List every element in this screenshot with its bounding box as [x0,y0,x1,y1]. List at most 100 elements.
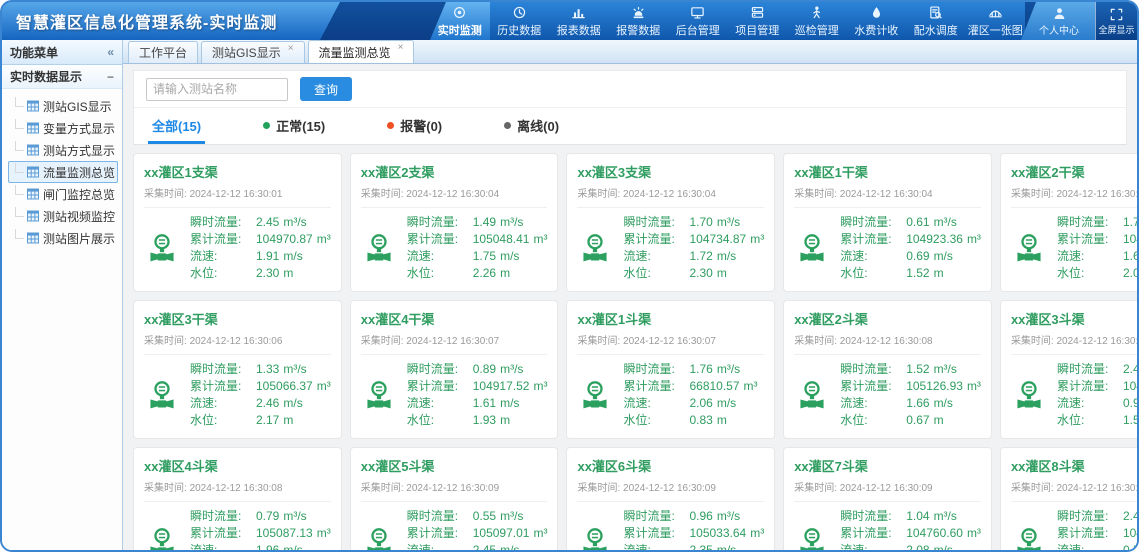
divider [1010,207,1137,208]
station-card[interactable]: xx灌区2斗渠 采集时间: 2024-12-12 16:30:08 瞬时流量: 1… [783,300,992,439]
metric-level: 水位: 0.83 m [623,413,727,427]
nav-item-patrol[interactable]: 巡检管理 [787,2,847,40]
metric-flow: 瞬时流量:2.47m³/s [1056,509,1137,523]
bar-chart-icon [571,5,586,20]
station-card[interactable]: xx灌区2支渠 采集时间: 2024-12-12 16:30:04 瞬时流量: 1… [349,153,559,292]
sidebar-menu-item-3[interactable]: 流量监测总览 [8,161,118,183]
station-card[interactable]: xx灌区3斗渠 采集时间: 2024-12-12 16:30:08 瞬时流量:2… [999,300,1137,439]
metric-total: 累计流量: 104917.52 m³ [406,379,548,393]
tree-connector [15,118,24,129]
water-drop-icon [869,5,884,20]
station-name: xx灌区3支渠 [577,165,652,180]
metric-total: 累计流量: 66810.57 m³ [623,379,758,393]
flow-meter-icon [363,232,395,264]
nav-item-map[interactable]: 灌区一张图 [966,2,1026,40]
status-filter[interactable]: 正常(15) [259,116,329,144]
user-center-button[interactable]: 个人中心 [1021,2,1097,40]
content-tab[interactable]: 流量监测总览 × [307,40,415,63]
metric-total: 累计流量: 105097.01 m³ [406,526,548,540]
flow-meter-icon [796,526,828,550]
nav-item-alarm[interactable]: 报警数据 [609,2,669,40]
metric-speed: 流速: 2.35 m/s [623,543,737,550]
metric-flow: 瞬时流量: 1.52 m³/s [840,362,957,376]
station-card[interactable]: xx灌区5斗渠 采集时间: 2024-12-12 16:30:09 瞬时流量: 0… [349,447,559,550]
metric-speed: 流速: 1.91 m/s [190,249,303,263]
station-card[interactable]: xx灌区3干渠 采集时间: 2024-12-12 16:30:06 瞬时流量: 1… [133,300,342,439]
sidebar-section-label: 实时数据显示 [10,70,83,84]
top-nav: 实时监测 历史数据 报表数据 报警数据 后台管理 项目管理 巡检管理 水费计收 … [430,2,1025,40]
metric-speed: 流速: 1.72 m/s [623,249,737,263]
metric-flow: 瞬时流量: 0.61 m³/s [840,215,957,229]
metric-total: 累计流量:104930.24m³ [1056,232,1137,246]
search-row: 查询 [134,71,1126,108]
sidebar-menu-item-1[interactable]: 变量方式显示 [8,117,118,139]
divider [794,501,981,502]
nav-item-server[interactable]: 项目管理 [728,2,788,40]
collect-time: 采集时间: 2024-12-12 16:30:04 [794,189,933,200]
flow-meter-icon [146,526,178,550]
divider [144,354,331,355]
close-icon[interactable]: × [287,42,294,54]
minus-icon[interactable]: − [106,69,114,84]
station-card[interactable]: xx灌区4斗渠 采集时间: 2024-12-12 16:30:08 瞬时流量: 0… [133,447,342,550]
status-filter[interactable]: 离线(0) [500,116,563,144]
metric-level: 水位:1.55m [1056,413,1137,427]
divider [577,354,765,355]
fullscreen-button[interactable]: 全屏显示 [1095,2,1137,40]
nav-item-bar-chart[interactable]: 报表数据 [549,2,609,40]
metric-total: 累计流量: 105126.93 m³ [840,379,981,393]
divider [360,354,548,355]
content-tab[interactable]: 工作平台 [128,41,199,63]
station-card[interactable]: xx灌区2干渠 采集时间: 2024-12-12 16:30:05 瞬时流量:1… [999,153,1137,292]
content-tab[interactable]: 测站GIS显示 × [201,41,305,63]
search-button[interactable]: 查询 [300,77,352,101]
station-metrics: 瞬时流量: 0.96 m³/s 累计流量: 105033.64 m³ 流速: 2.35 m/… [577,508,764,550]
sidebar-menu: 测站GIS显示 变量方式显示 测站方式显示 流量监测总览 闸门监控总览 测站视频… [2,89,122,249]
divider [360,501,548,502]
tree-connector [15,140,24,151]
station-metrics: 瞬时流量: 1.76 m³/s 累计流量: 66810.57 m³ 流速: 2.06 m/s… [577,361,764,429]
close-icon[interactable]: × [397,42,404,53]
nav-item-clock[interactable]: 历史数据 [490,2,550,40]
station-card[interactable]: xx灌区1干渠 采集时间: 2024-12-12 16:30:04 瞬时流量: 0… [783,153,992,292]
station-card[interactable]: xx灌区8斗渠 采集时间: 2024-12-12 16:30:10 瞬时流量:2… [999,447,1137,550]
fullscreen-icon [1109,7,1124,22]
station-card[interactable]: xx灌区4干渠 采集时间: 2024-12-12 16:30:07 瞬时流量: 0… [349,300,559,439]
metric-total: 累计流量: 105066.37 m³ [190,379,331,393]
nav-item-location[interactable]: 实时监测 [430,2,490,40]
metric-flow: 瞬时流量:1.78m³/s [1056,215,1137,229]
sidebar-menu-item-6[interactable]: 测站图片展示 [8,227,118,249]
sidebar-menu-item-0[interactable]: 测站GIS显示 [8,95,118,117]
nav-item-monitor[interactable]: 后台管理 [668,2,728,40]
tree-connector [15,228,24,239]
status-filter[interactable]: 报警(0) [383,116,446,144]
clock-icon [512,5,527,20]
metric-speed: 流速: 2.45 m/s [406,543,520,550]
station-card[interactable]: xx灌区3支渠 采集时间: 2024-12-12 16:30:04 瞬时流量: 1… [566,153,776,292]
metric-speed: 流速:1.68m/s [1056,249,1137,263]
metric-speed: 流速: 1.75 m/s [406,249,520,263]
tab-label: 测站GIS显示 [212,46,281,60]
station-card[interactable]: xx灌区1斗渠 采集时间: 2024-12-12 16:30:07 瞬时流量: 1… [566,300,776,439]
sidebar-section-realtime[interactable]: 实时数据显示 − [2,65,122,89]
flow-meter-icon [146,232,178,264]
divider [144,207,331,208]
station-name: xx灌区2斗渠 [794,312,868,327]
station-name: xx灌区2支渠 [360,165,435,180]
collapse-icon[interactable]: « [107,45,114,59]
metric-total: 累计流量:104981.25m³ [1056,379,1137,393]
sidebar-menu-item-5[interactable]: 测站视频监控 [8,205,118,227]
station-card[interactable]: xx灌区7斗渠 采集时间: 2024-12-12 16:30:09 瞬时流量: 1… [783,447,992,550]
station-name: xx灌区2干渠 [1010,165,1085,180]
search-input[interactable] [146,77,288,101]
status-dot-icon [263,122,271,129]
sidebar-menu-item-4[interactable]: 闸门监控总览 [8,183,118,205]
status-filter[interactable]: 全部(15) [148,116,206,144]
station-card[interactable]: xx灌区1支渠 采集时间: 2024-12-12 16:30:01 瞬时流量: 2… [133,153,342,292]
status-dot-icon [387,122,395,129]
sidebar-menu-item-2[interactable]: 测站方式显示 [8,139,118,161]
nav-item-doc-search[interactable]: 配水调度 [906,2,966,40]
nav-item-water-drop[interactable]: 水费计收 [847,2,907,40]
sidebar-item-label: 测站GIS显示 [43,99,112,114]
station-card[interactable]: xx灌区6斗渠 采集时间: 2024-12-12 16:30:09 瞬时流量: 0… [566,447,776,550]
